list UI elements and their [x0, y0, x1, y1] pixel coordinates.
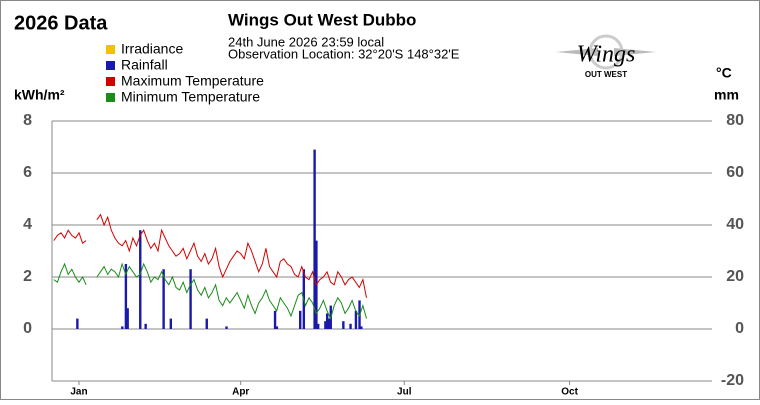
rain-bar — [316, 323, 320, 329]
rain-bar — [349, 323, 352, 329]
rain-bar — [299, 310, 302, 329]
y2-label: mm — [714, 87, 739, 103]
rain-bar — [275, 326, 279, 329]
y2-tick-label: 0 — [735, 320, 744, 337]
rain-bar — [126, 308, 129, 329]
y-tick-label: 6 — [23, 164, 32, 181]
x-tick-label: Jul — [397, 387, 412, 398]
rain-bar — [205, 318, 208, 329]
station: Wings Out West Dubbo — [228, 10, 416, 29]
legend-swatch — [106, 45, 115, 54]
rain-bar — [162, 269, 165, 329]
rain-bar — [189, 269, 192, 329]
temp-line — [53, 262, 367, 321]
legend-label: Rainfall — [121, 57, 168, 73]
rain-bar — [139, 230, 142, 329]
legend-swatch — [106, 77, 115, 86]
y2-tick-label: -20 — [721, 372, 744, 389]
x-tick-label: Apr — [232, 387, 249, 398]
rain-bar — [324, 321, 327, 329]
rain-bar — [124, 264, 128, 329]
rain-bar — [342, 321, 345, 329]
y2-tick-label: 40 — [726, 216, 744, 233]
legend-label: Irradiance — [121, 41, 183, 57]
legend-label: Maximum Temperature — [121, 73, 264, 89]
y2-tick-label: 80 — [726, 112, 744, 129]
location: Observation Location: 32°20'S 148°32'E — [228, 46, 460, 61]
y2-label: °C — [716, 65, 732, 81]
legend-swatch — [106, 93, 115, 102]
y-tick-label: 0 — [23, 320, 32, 337]
y-tick-label: 2 — [23, 268, 32, 285]
rain-bar — [76, 318, 79, 329]
temp-line — [53, 213, 367, 298]
logo-subtext: OUT WEST — [585, 70, 627, 79]
rain-bar — [354, 310, 358, 329]
rain-bar — [327, 318, 331, 329]
subtitle: 24th June 2026 23:59 local — [228, 34, 384, 49]
rain-bar — [273, 310, 277, 329]
rain-bar — [325, 313, 329, 329]
y-tick-label: 4 — [23, 216, 32, 233]
rain-bar — [360, 326, 363, 329]
rain-bar — [169, 318, 173, 329]
rain-bar — [313, 149, 316, 329]
rain-bar — [144, 323, 147, 329]
legend-label: Minimum Temperature — [121, 89, 260, 105]
rain-bar — [121, 326, 124, 329]
chart-title: 2026 Data — [14, 12, 108, 34]
rain-bar — [225, 326, 228, 329]
y2-tick-label: 20 — [726, 268, 744, 285]
legend-swatch — [106, 61, 115, 70]
logo: Wings OUT WEST — [556, 34, 656, 79]
logo-text: Wings — [577, 42, 636, 68]
x-tick-label: Oct — [561, 387, 578, 398]
y-tick-label: 8 — [23, 112, 32, 129]
x-tick-label: Jan — [70, 387, 87, 398]
y2-tick-label: 60 — [726, 164, 744, 181]
y-label: kWh/m² — [14, 87, 65, 103]
